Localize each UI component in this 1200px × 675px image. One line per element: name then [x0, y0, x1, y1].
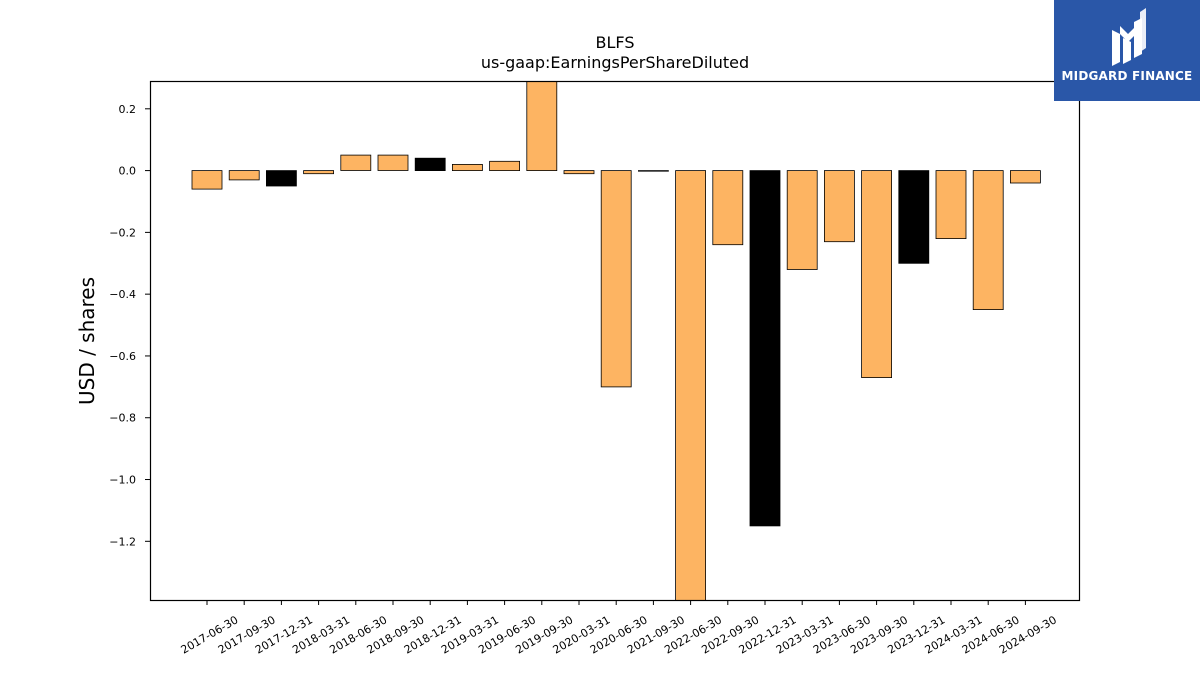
x-axis-ticks: 2017-06-302017-09-302017-12-312018-03-31…: [179, 600, 1059, 657]
bar-2017-12-31: [265, 170, 297, 187]
bar-2019-09-30: [526, 81, 558, 171]
bar-2024-06-30: [972, 170, 1004, 311]
bar-2024-03-31: [935, 170, 967, 240]
midgard-logo-icon: [1112, 8, 1146, 66]
bars-group: [191, 81, 1041, 600]
bar-2023-06-30: [824, 170, 855, 243]
y-tick-label: −0.2: [109, 226, 136, 239]
bar-2023-03-31: [786, 170, 818, 270]
bar-2018-09-30: [377, 154, 409, 171]
bar-2020-06-30: [600, 170, 632, 388]
y-tick-label: −0.6: [109, 350, 136, 363]
y-tick-label: 0.0: [119, 165, 137, 178]
bar-2018-03-31: [303, 170, 335, 175]
midgard-finance-logo: MIDGARD FINANCE: [1054, 0, 1200, 101]
bar-2019-06-30: [489, 160, 521, 172]
plot-frame: [149, 80, 1081, 602]
bar-2018-12-31: [414, 157, 446, 171]
bar-2022-06-30: [675, 170, 706, 600]
logo-text: MIDGARD FINANCE: [1061, 69, 1193, 83]
bar-2020-03-31: [563, 170, 595, 175]
bar-2019-03-31: [451, 163, 483, 171]
y-tick-label: −1.0: [109, 474, 136, 487]
chart-subtitle: us-gaap:EarningsPerShareDiluted: [481, 53, 749, 72]
y-tick-label: 0.2: [119, 103, 137, 116]
y-axis-label: USD / shares: [75, 277, 99, 405]
bar-2017-06-30: [191, 170, 223, 190]
chart-title: BLFS: [596, 33, 635, 52]
bar-2024-09-30: [1010, 170, 1041, 184]
bar-2023-12-31: [898, 170, 930, 264]
bar-2023-09-30: [861, 170, 892, 379]
bar-2022-09-30: [712, 170, 744, 246]
bar-2022-12-31: [749, 170, 781, 527]
y-axis-ticks: 0.2 0.0 −0.2 −0.4 −0.6 −0.8 −1.0 −1.2: [109, 103, 150, 548]
bar-2021-09-30: [638, 170, 669, 172]
bar-2018-06-30: [340, 154, 372, 171]
y-tick-label: −0.8: [109, 412, 136, 425]
bar-2017-09-30: [228, 170, 260, 181]
y-tick-label: −0.4: [109, 288, 136, 301]
y-tick-label: −1.2: [109, 535, 136, 548]
